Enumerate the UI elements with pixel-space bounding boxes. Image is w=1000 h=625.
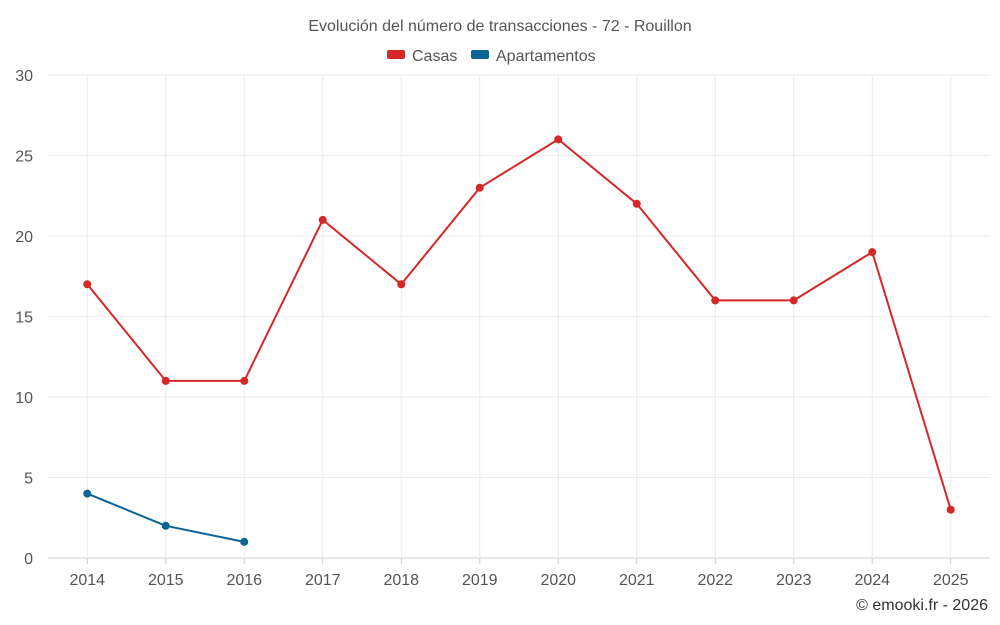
legend-swatch-casas <box>387 50 405 59</box>
data-point-casas-2015[interactable] <box>161 376 170 385</box>
data-point-casas-2017[interactable] <box>318 215 327 224</box>
x-tick-label-2015: 2015 <box>148 572 184 589</box>
data-point-casas-2018[interactable] <box>397 280 406 289</box>
x-tick-label-2024: 2024 <box>854 572 890 589</box>
y-axis: 0 5 10 15 20 25 30 <box>15 68 33 568</box>
data-point-casas-2022[interactable] <box>711 296 720 305</box>
y-tick-label-20: 20 <box>15 229 33 246</box>
chart-title: Evolución del número de transacciones - … <box>308 18 691 35</box>
data-point-casas-2025[interactable] <box>946 505 955 514</box>
credit-text: © emooki.fr - 2026 <box>856 597 988 614</box>
data-point-casas-2014[interactable] <box>83 280 92 289</box>
data-point-casas-2016[interactable] <box>240 376 249 385</box>
y-tick-label-30: 30 <box>15 68 33 85</box>
x-tick-label-2023: 2023 <box>776 572 812 589</box>
legend: Casas Apartamentos <box>387 48 596 65</box>
data-point-casas-2020[interactable] <box>554 135 563 144</box>
legend-label-casas[interactable]: Casas <box>412 48 457 65</box>
y-tick-label-10: 10 <box>15 390 33 407</box>
data-point-casas-2023[interactable] <box>789 296 798 305</box>
data-point-casas-2021[interactable] <box>632 199 641 208</box>
x-tick-label-2019: 2019 <box>462 572 498 589</box>
y-tick-label-15: 15 <box>15 310 33 327</box>
gridlines <box>48 74 990 559</box>
data-point-apartamentos-2015[interactable] <box>161 521 170 530</box>
x-tick-label-2018: 2018 <box>383 572 419 589</box>
legend-label-apartamentos[interactable]: Apartamentos <box>496 48 596 65</box>
series-line-casas <box>86 138 952 510</box>
x-tick-label-2025: 2025 <box>933 572 969 589</box>
legend-swatch-apartamentos <box>471 50 489 59</box>
data-point-casas-2019[interactable] <box>475 183 484 192</box>
x-tick-label-2022: 2022 <box>697 572 733 589</box>
y-tick-label-0: 0 <box>24 551 33 568</box>
data-point-apartamentos-2016[interactable] <box>240 537 249 546</box>
x-tick-label-2016: 2016 <box>226 572 262 589</box>
y-tick-label-25: 25 <box>15 149 33 166</box>
x-tick-label-2021: 2021 <box>619 572 655 589</box>
y-tick-label-5: 5 <box>24 471 33 488</box>
x-axis: 2014 2015 2016 2017 2018 2019 2020 2021 2022 2023… <box>69 558 969 589</box>
data-point-casas-2024[interactable] <box>868 248 877 257</box>
x-tick-label-2017: 2017 <box>305 572 341 589</box>
series-layer <box>83 135 955 546</box>
x-tick-label-2014: 2014 <box>69 572 105 589</box>
x-tick-label-2020: 2020 <box>540 572 576 589</box>
data-point-apartamentos-2014[interactable] <box>83 489 92 498</box>
